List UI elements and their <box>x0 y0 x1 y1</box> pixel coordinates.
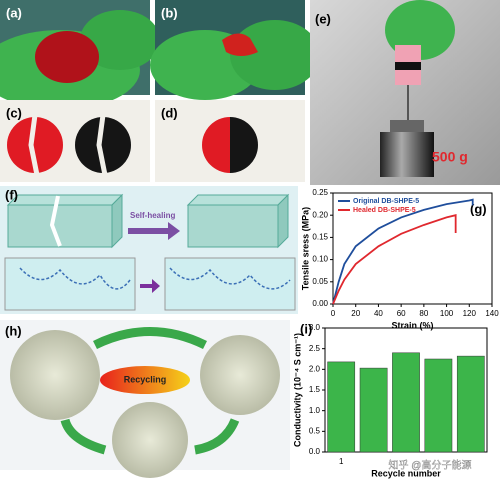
panel-label: (e) <box>315 11 331 26</box>
y-axis-label: Tensile sress (MPa) <box>300 207 310 290</box>
bar <box>456 355 485 453</box>
data-line <box>332 198 474 305</box>
photo-c <box>0 100 150 182</box>
x-tick-label: 40 <box>374 309 383 318</box>
panel-label: (c) <box>6 105 22 120</box>
y-tick-label: 0.15 <box>312 233 328 242</box>
diagram-f <box>0 186 298 314</box>
x-tick-label: 120 <box>463 309 477 318</box>
watermark: 知乎 @高分子能源 <box>389 459 472 472</box>
x-tick-label: 60 <box>397 309 406 318</box>
bar <box>392 352 420 453</box>
y-tick-label: 0.05 <box>312 277 328 286</box>
panel-label: (b) <box>161 5 178 20</box>
panel-label: (g) <box>470 201 487 216</box>
plot-frame <box>332 192 493 305</box>
bar <box>359 367 388 453</box>
weight-label: 500 g <box>432 149 468 165</box>
x-tick-label: 140 <box>485 309 499 318</box>
panel-label: (i) <box>300 321 312 336</box>
y-tick-label: 3.0 <box>309 323 321 332</box>
legend-label: Healed DB-SHPE-5 <box>353 207 416 214</box>
y-axis-label: Conductivity (10⁻⁴ S cm⁻¹) <box>292 333 302 447</box>
y-tick-label: 1.0 <box>309 406 321 415</box>
panel-label: (h) <box>5 323 22 338</box>
panel-label: (f) <box>5 187 18 202</box>
y-tick-label: 0.20 <box>312 210 328 219</box>
legend-label: Original DB-SHPE-5 <box>353 198 419 205</box>
x-tick-label: 80 <box>419 309 428 318</box>
data-line <box>332 214 457 305</box>
x-tick-label: 20 <box>351 309 360 318</box>
y-tick-label: 1.5 <box>309 385 321 394</box>
y-tick-label: 0.25 <box>312 188 328 197</box>
photo-b <box>150 0 320 100</box>
y-tick-label: 0.10 <box>312 255 328 264</box>
y-tick-label: 2.5 <box>309 344 321 353</box>
x-tick-label: 0 <box>331 309 336 318</box>
photo-a <box>0 0 160 110</box>
y-tick-label: 0.00 <box>312 299 328 308</box>
x-tick-label: 100 <box>440 309 454 318</box>
x-tick-label: 1 <box>339 457 344 466</box>
x-axis-label: Recycle number <box>371 468 441 478</box>
x-axis-label: Strain (%) <box>391 320 433 330</box>
photo-e <box>310 0 500 185</box>
panel-label: (a) <box>6 5 22 20</box>
photo-h <box>0 320 290 478</box>
y-tick-label: 0.0 <box>309 447 321 456</box>
bar <box>424 358 453 453</box>
y-tick-label: 0.5 <box>309 426 321 435</box>
photo-d <box>155 100 305 182</box>
recycling-label: Recycling <box>124 374 167 384</box>
panel-label: (d) <box>161 105 178 120</box>
y-tick-label: 2.0 <box>309 364 321 373</box>
bar <box>327 361 356 453</box>
self-healing-label: Self-healing <box>130 211 175 220</box>
